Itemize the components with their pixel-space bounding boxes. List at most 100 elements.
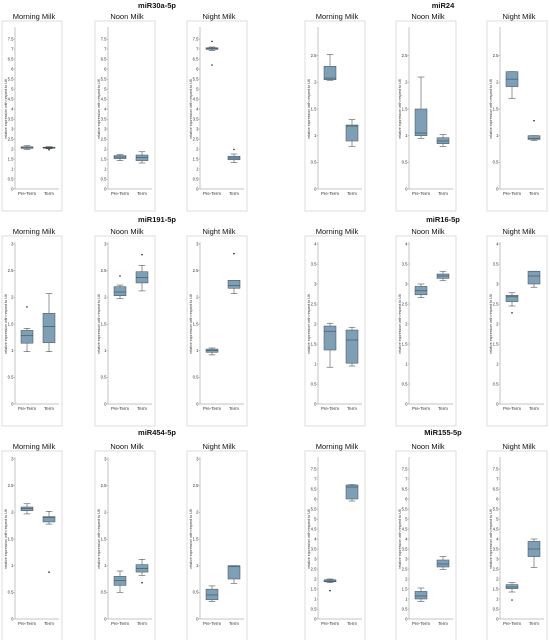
box: [436, 559, 450, 568]
y-tick-label: 1: [196, 563, 199, 568]
y-tick-label: 5: [196, 86, 199, 91]
x-tick-label: Term: [438, 621, 448, 626]
y-tick-label: 3: [104, 456, 107, 461]
box: [113, 286, 127, 296]
y-tick-label: 2.5: [311, 566, 317, 571]
y-tick-label: 5.5: [193, 76, 199, 81]
y-tick-label: 1: [496, 596, 499, 601]
y-tick-label: 0: [11, 616, 14, 621]
y-tick-label: 1.5: [402, 341, 408, 346]
box: [227, 565, 241, 580]
y-tick-label: 4: [405, 536, 408, 541]
y-tick-label: 2.5: [493, 566, 499, 571]
x-tick-label: Term: [347, 621, 357, 626]
gene-title: miR16-5p: [426, 215, 460, 224]
y-tick-label: 7: [196, 46, 199, 51]
outlier-point: [233, 252, 235, 255]
y-tick-label: 0: [196, 186, 199, 191]
y-tick-label: 1: [11, 563, 14, 568]
y-tick-label: 6.5: [193, 56, 199, 61]
y-tick-label: 1: [104, 166, 107, 171]
y-tick-label: 1.5: [193, 156, 199, 161]
y-tick-label: 3.5: [8, 116, 14, 121]
y-tick-label: 3.5: [193, 116, 199, 121]
panel-frame: [395, 450, 457, 640]
y-tick-label: 0: [11, 401, 14, 406]
y-tick-label: 2.5: [311, 53, 317, 58]
y-tick-label: 1: [314, 596, 317, 601]
y-tick-label: 2.5: [8, 136, 14, 141]
y-tick-label: 4: [405, 241, 408, 246]
y-tick-label: 2.5: [193, 268, 199, 273]
y-axis-label: relative expression with respect to U6: [97, 509, 101, 569]
y-tick-label: 5.5: [101, 76, 107, 81]
y-tick-label: 7.5: [8, 36, 14, 41]
panel-title: Morning Milk: [316, 227, 359, 236]
y-tick-label: 6.5: [311, 486, 317, 491]
y-tick-label: 0: [314, 616, 317, 621]
panel-title: Noon Milk: [411, 12, 445, 21]
y-tick-label: 1: [104, 563, 107, 568]
box: [227, 280, 241, 289]
y-tick-label: 6: [405, 496, 408, 501]
box: [527, 270, 541, 285]
panel-frame: [486, 235, 548, 427]
y-tick-label: 4.5: [193, 96, 199, 101]
box: [20, 330, 34, 344]
y-axis-label: relative expression with respect to U6: [189, 294, 193, 354]
y-axis-label: relative expression with respect to U6: [489, 294, 493, 354]
y-tick-label: 3: [405, 281, 408, 286]
x-tick-label: Pre-Term: [503, 621, 521, 626]
x-tick-label: Pre-Term: [111, 406, 129, 411]
y-tick-label: 3.5: [402, 546, 408, 551]
y-tick-label: 0.5: [101, 176, 107, 181]
y-tick-label: 6: [11, 66, 14, 71]
y-tick-label: 2: [11, 146, 14, 151]
outlier-point: [533, 119, 535, 122]
y-tick-label: 5.5: [311, 506, 317, 511]
gene-title: miR24: [432, 1, 455, 10]
outlier-point: [119, 275, 121, 277]
box: [42, 516, 56, 523]
y-tick-label: 1.5: [311, 341, 317, 346]
y-tick-label: 2.5: [402, 566, 408, 571]
x-tick-label: Pre-Term: [203, 621, 221, 626]
panel-title: Noon Milk: [411, 227, 445, 236]
y-tick-label: 2: [496, 576, 499, 581]
y-tick-label: 5.5: [8, 76, 14, 81]
panel-title: Noon Milk: [110, 12, 144, 21]
x-tick-label: Pre-Term: [503, 406, 521, 411]
box: [505, 294, 519, 302]
y-tick-label: 4: [104, 106, 107, 111]
panel-frame: [1, 450, 63, 640]
x-tick-label: Term: [229, 406, 239, 411]
y-tick-label: 0: [496, 616, 499, 621]
outlier-point: [511, 599, 513, 601]
y-tick-label: 4.5: [101, 96, 107, 101]
y-tick-label: 0.5: [8, 590, 14, 595]
y-tick-label: 0.5: [311, 381, 317, 386]
x-tick-label: Term: [137, 621, 147, 626]
panel-frame: [186, 235, 248, 427]
y-tick-label: 1: [405, 596, 408, 601]
panel-title: Morning Milk: [316, 442, 359, 451]
x-tick-label: Term: [529, 406, 539, 411]
y-tick-label: 2.5: [402, 53, 408, 58]
y-tick-label: 3.5: [101, 116, 107, 121]
y-tick-label: 6: [196, 66, 199, 71]
panel-title: Night Milk: [203, 227, 236, 236]
y-tick-label: 7: [104, 46, 107, 51]
y-tick-label: 3: [496, 556, 499, 561]
y-tick-label: 2: [11, 295, 14, 300]
x-tick-label: Pre-Term: [18, 406, 36, 411]
x-tick-label: Pre-Term: [18, 191, 36, 196]
y-tick-label: 0.5: [101, 375, 107, 380]
y-axis-label: relative expression with respect to U6: [189, 79, 193, 139]
y-tick-label: 2: [104, 510, 107, 515]
panel-frame: [94, 235, 156, 427]
panel-frame: [186, 450, 248, 640]
y-axis-label: relative expression with respect to U6: [189, 509, 193, 569]
y-tick-label: 0: [405, 401, 408, 406]
y-tick-label: 6.5: [493, 486, 499, 491]
y-tick-label: 5: [405, 516, 408, 521]
